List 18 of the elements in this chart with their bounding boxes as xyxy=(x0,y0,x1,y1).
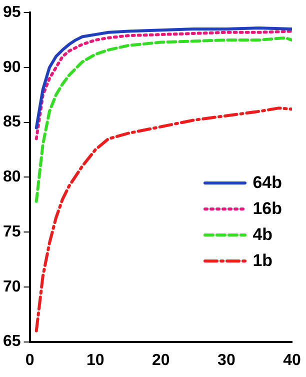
y-tick-label: 80 xyxy=(3,168,21,186)
y-tick-label: 75 xyxy=(3,223,21,240)
y-tick-label: 65 xyxy=(3,333,21,350)
legend-label: 64b xyxy=(252,173,282,193)
y-tick-label: 85 xyxy=(3,114,21,131)
legend-label: 16b xyxy=(252,199,282,219)
line-series xyxy=(34,106,292,332)
y-tick-label: 90 xyxy=(3,58,21,76)
x-tick-label: 10 xyxy=(86,352,104,369)
x-tick-label: 0 xyxy=(25,352,34,369)
x-tick-label: 20 xyxy=(152,352,170,369)
x-tick-label: 30 xyxy=(218,352,236,369)
y-tick-label: 70 xyxy=(3,278,21,296)
line-series xyxy=(34,36,292,203)
x-tick-label: 40 xyxy=(283,352,301,369)
y-tick-label: 95 xyxy=(3,4,21,22)
legend-label: 1b xyxy=(252,251,273,271)
legend-label: 4b xyxy=(252,225,273,245)
